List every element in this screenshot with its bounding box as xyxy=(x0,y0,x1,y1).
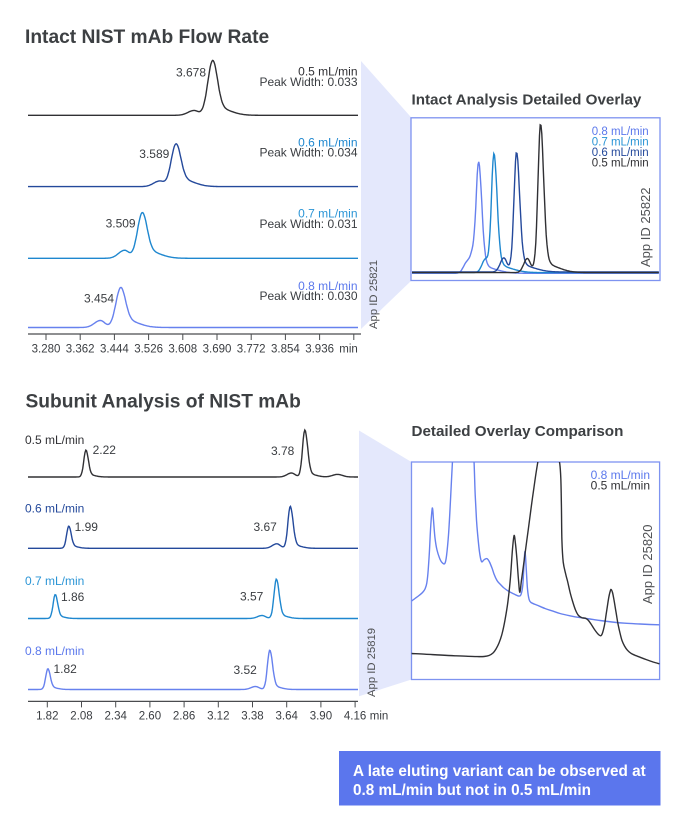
svg-text:3.608: 3.608 xyxy=(168,344,197,356)
svg-text:3.936: 3.936 xyxy=(305,344,334,356)
svg-text:0.7 mL/min: 0.7 mL/min xyxy=(298,207,357,221)
svg-text:0.7 mL/min: 0.7 mL/min xyxy=(25,574,84,588)
svg-text:0.7 mL/min: 0.7 mL/min xyxy=(592,136,649,148)
svg-text:Peak Width: 0.031: Peak Width: 0.031 xyxy=(259,217,357,231)
svg-text:0.6 mL/min: 0.6 mL/min xyxy=(25,502,84,516)
svg-text:App ID 25822: App ID 25822 xyxy=(638,187,653,267)
svg-text:3.362: 3.362 xyxy=(66,344,95,356)
svg-text:3.444: 3.444 xyxy=(100,344,129,356)
svg-text:3.52: 3.52 xyxy=(234,663,258,677)
svg-text:2.08: 2.08 xyxy=(70,711,92,723)
svg-text:Detailed Overlay Comparison: Detailed Overlay Comparison xyxy=(412,423,624,440)
svg-text:Peak Width: 0.030: Peak Width: 0.030 xyxy=(259,289,357,303)
svg-text:App ID 25821: App ID 25821 xyxy=(368,260,380,329)
svg-text:min: min xyxy=(370,711,389,723)
svg-text:0.6 mL/min: 0.6 mL/min xyxy=(298,136,357,150)
svg-text:1.86: 1.86 xyxy=(61,590,85,604)
svg-text:3.280: 3.280 xyxy=(32,344,61,356)
svg-text:2.86: 2.86 xyxy=(173,711,195,723)
svg-text:3.678: 3.678 xyxy=(176,66,206,80)
svg-text:2.60: 2.60 xyxy=(139,711,161,723)
svg-text:0.6 mL/min: 0.6 mL/min xyxy=(592,147,649,159)
svg-text:3.854: 3.854 xyxy=(271,344,300,356)
svg-text:1.99: 1.99 xyxy=(75,520,99,534)
svg-text:3.526: 3.526 xyxy=(134,344,163,356)
svg-text:1.82: 1.82 xyxy=(54,662,78,676)
svg-text:4.16: 4.16 xyxy=(344,711,366,723)
svg-text:0.5 mL/min: 0.5 mL/min xyxy=(25,433,84,447)
svg-text:0.8 mL/min: 0.8 mL/min xyxy=(592,126,649,138)
svg-text:Intact Analysis Detailed Overl: Intact Analysis Detailed Overlay xyxy=(412,92,642,109)
svg-text:3.12: 3.12 xyxy=(207,711,229,723)
svg-text:Intact NIST mAb Flow Rate: Intact NIST mAb Flow Rate xyxy=(25,27,269,48)
svg-text:0.8 mL/min: 0.8 mL/min xyxy=(298,279,357,293)
svg-text:0.8 mL/min: 0.8 mL/min xyxy=(591,468,650,482)
svg-text:App ID 25820: App ID 25820 xyxy=(640,524,655,604)
svg-text:3.772: 3.772 xyxy=(237,344,266,356)
svg-text:0.5 mL/min: 0.5 mL/min xyxy=(592,158,649,170)
svg-text:Peak Width: 0.033: Peak Width: 0.033 xyxy=(259,75,357,89)
svg-text:Subunit Analysis of NIST mAb: Subunit Analysis of NIST mAb xyxy=(26,392,301,413)
svg-text:3.454: 3.454 xyxy=(84,292,114,306)
svg-text:3.589: 3.589 xyxy=(139,147,169,161)
svg-text:1.82: 1.82 xyxy=(36,711,58,723)
svg-text:3.57: 3.57 xyxy=(240,590,264,604)
svg-text:3.78: 3.78 xyxy=(271,444,295,458)
svg-text:Peak Width: 0.034: Peak Width: 0.034 xyxy=(259,146,357,160)
svg-text:3.67: 3.67 xyxy=(254,520,278,534)
svg-text:A late eluting variant can be: A late eluting variant can be observed a… xyxy=(353,763,646,780)
svg-text:3.509: 3.509 xyxy=(106,217,136,231)
svg-text:3.690: 3.690 xyxy=(203,344,232,356)
svg-text:min: min xyxy=(339,344,358,356)
svg-text:0.8 mL/min but not in 0.5 mL/m: 0.8 mL/min but not in 0.5 mL/min xyxy=(353,782,591,799)
svg-text:3.90: 3.90 xyxy=(310,711,332,723)
svg-text:0.5 mL/min: 0.5 mL/min xyxy=(298,65,357,79)
svg-text:3.38: 3.38 xyxy=(241,711,263,723)
svg-text:0.8 mL/min: 0.8 mL/min xyxy=(25,644,84,658)
svg-text:App ID 25819: App ID 25819 xyxy=(366,628,378,697)
svg-text:3.64: 3.64 xyxy=(276,711,299,723)
svg-text:2.22: 2.22 xyxy=(93,443,117,457)
svg-text:2.34: 2.34 xyxy=(105,711,128,723)
svg-text:0.5 mL/min: 0.5 mL/min xyxy=(591,479,650,493)
